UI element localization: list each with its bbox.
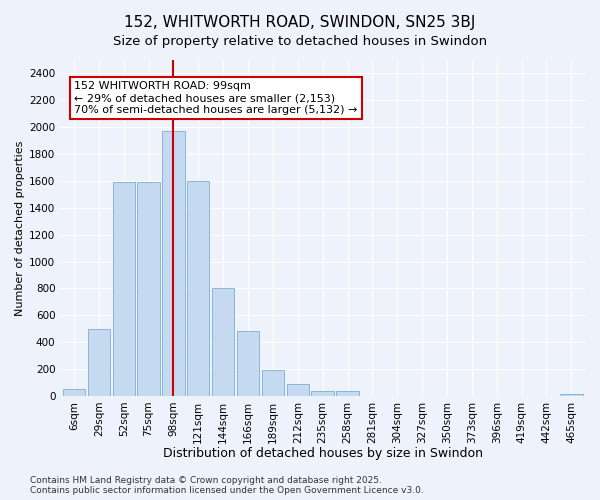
Bar [237, 332, 259, 396]
Bar [560, 394, 583, 396]
Bar [212, 288, 235, 396]
Text: 152 WHITWORTH ROAD: 99sqm
← 29% of detached houses are smaller (2,153)
70% of se: 152 WHITWORTH ROAD: 99sqm ← 29% of detac… [74, 82, 358, 114]
Text: Contains HM Land Registry data © Crown copyright and database right 2025.
Contai: Contains HM Land Registry data © Crown c… [30, 476, 424, 495]
Bar [187, 181, 209, 396]
Bar [162, 131, 185, 396]
Y-axis label: Number of detached properties: Number of detached properties [15, 140, 25, 316]
Bar [287, 384, 309, 396]
Text: 152, WHITWORTH ROAD, SWINDON, SN25 3BJ: 152, WHITWORTH ROAD, SWINDON, SN25 3BJ [124, 15, 476, 30]
Text: Size of property relative to detached houses in Swindon: Size of property relative to detached ho… [113, 35, 487, 48]
Bar [262, 370, 284, 396]
Bar [337, 391, 359, 396]
Bar [311, 391, 334, 396]
Bar [137, 182, 160, 396]
X-axis label: Distribution of detached houses by size in Swindon: Distribution of detached houses by size … [163, 447, 482, 460]
Bar [88, 328, 110, 396]
Bar [63, 389, 85, 396]
Bar [113, 182, 135, 396]
